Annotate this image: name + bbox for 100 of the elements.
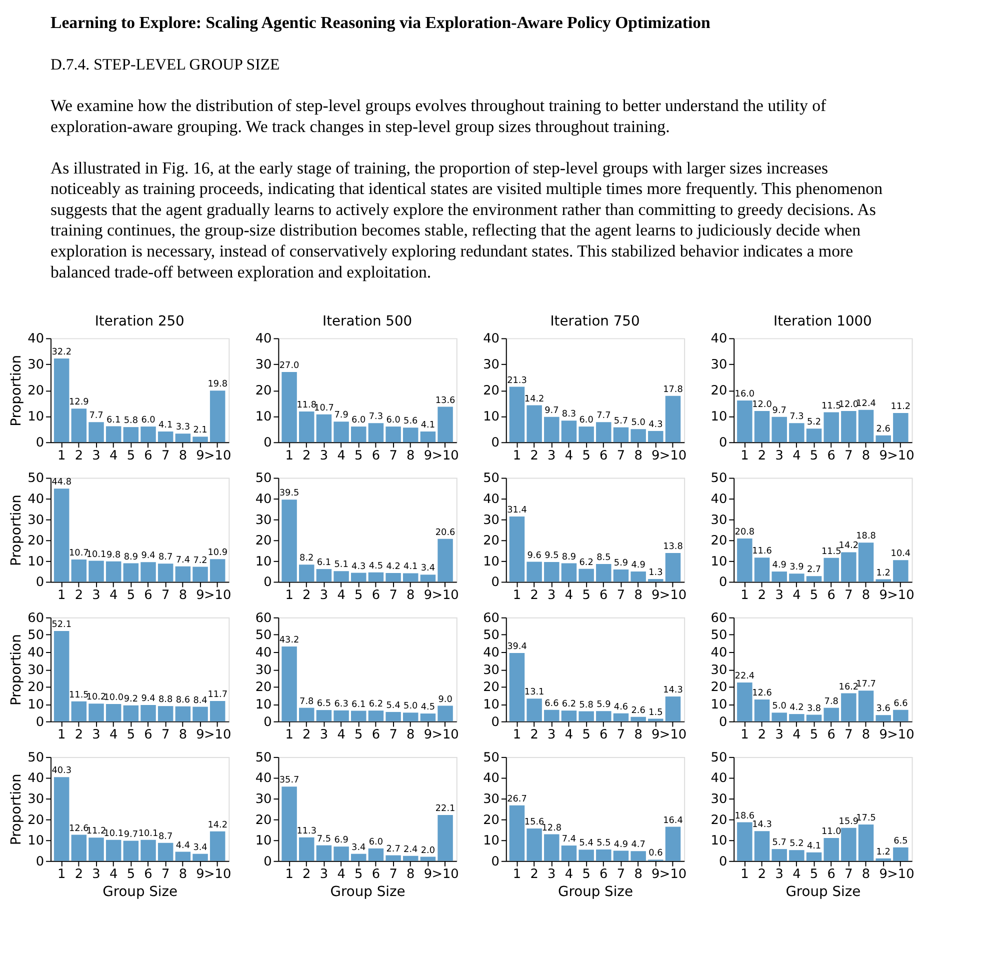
data-label: 12.6 [752, 688, 772, 699]
bar [841, 828, 856, 861]
y-tick-label: 20 [28, 534, 44, 549]
bar [772, 416, 787, 442]
x-tick-label: 8 [406, 867, 415, 882]
y-tick-label: 30 [255, 358, 272, 373]
x-tick-label: 2 [302, 728, 311, 743]
x-tick-label: 4 [564, 588, 574, 604]
x-tick-label: 8 [634, 588, 642, 604]
data-label: 3.3 [176, 422, 190, 433]
bar [561, 563, 577, 582]
data-label: 10.1 [138, 828, 158, 839]
y-tick-label: 0 [491, 714, 500, 730]
bar [140, 840, 156, 861]
x-tick-label: 9 [879, 588, 888, 604]
data-label: 1.3 [648, 568, 663, 578]
x-tick-label: 1 [57, 448, 66, 464]
x-tick-label: 5 [126, 448, 136, 464]
x-tick-label: 3 [320, 588, 328, 604]
x-tick-label: 1 [57, 588, 66, 604]
bar [71, 559, 87, 582]
data-label: 13.8 [663, 542, 684, 552]
y-tick-label: 60 [255, 610, 272, 626]
y-tick-label: 30 [255, 792, 272, 807]
bar [578, 568, 594, 582]
data-label: 8.9 [124, 552, 138, 562]
bar [841, 410, 856, 442]
x-tick-label: 9 [196, 867, 204, 882]
y-tick-label: 0 [36, 714, 44, 730]
x-tick-label: 2 [74, 588, 84, 604]
x-tick-label: 1 [740, 588, 749, 604]
data-label: 9.5 [544, 551, 559, 562]
bar [858, 542, 874, 582]
data-label: 4.5 [420, 702, 436, 713]
x-tick-label: 9 [879, 448, 888, 464]
x-tick-label: 7 [389, 728, 398, 743]
bar [334, 846, 349, 861]
data-label: 7.5 [316, 834, 332, 844]
bar [824, 838, 839, 861]
y-tick-label: 40 [255, 492, 272, 508]
bar [210, 390, 226, 442]
bar [665, 396, 681, 442]
y-tick-label: 40 [710, 645, 728, 660]
data-label: 10.2 [86, 692, 106, 703]
x-tick-label: 7 [161, 867, 170, 882]
x-tick-label: 3 [775, 588, 784, 604]
text: As illustrated in Fig. 16, at the early stage of training, the proportion of step-level groups with larger sizes increases noticeably as training proceeds, indicating that identical states are visited multiple times more frequently. This phenomenon suggests that the agent gradually learns to actively explore the environment rather than committing to greedy decisions. As training continues, the group-size distribution becomes stable, reflecting that the agent learns to judiciously decide when exploration is necessary, instead of conservatively exploring redundant states. This stabilized behavior indicates a more balanced trade-off between exploration and exploitation. [50, 158, 884, 282]
bar [772, 572, 787, 582]
data-label: 12.4 [856, 398, 876, 409]
bar [368, 848, 384, 861]
bar [858, 824, 874, 861]
bar [893, 710, 908, 722]
bar [282, 500, 297, 582]
bar [158, 706, 174, 722]
data-label: 5.0 [772, 702, 787, 712]
data-label: 6.3 [334, 699, 348, 710]
x-tick-label: 2 [758, 728, 766, 743]
x-tick-label: 3 [548, 448, 556, 464]
data-label: 6.6 [544, 698, 560, 709]
y-tick-label: 20 [483, 384, 500, 399]
y-tick-label: 40 [255, 332, 272, 347]
x-tick-label: >10 [887, 588, 914, 604]
data-label: 5.7 [772, 838, 786, 848]
x-tick-label: 8 [178, 588, 188, 604]
data-label: 6.0 [386, 416, 401, 426]
data-label: 6.1 [352, 700, 366, 710]
bar [893, 560, 908, 582]
data-label: 6.1 [106, 415, 121, 426]
y-tick-label: 10 [483, 697, 500, 712]
text: Learning to Explore: Scaling Agentic Reasoning via Exploration-Aware Policy Optimization [50, 12, 712, 32]
data-label: 6.5 [894, 836, 908, 846]
y-tick-label: 20 [483, 680, 500, 696]
data-label: 5.8 [124, 416, 138, 426]
y-tick-label: 20 [28, 812, 44, 828]
chart-title: Iteration 750 [550, 313, 640, 330]
x-tick-label: 1 [512, 728, 522, 743]
data-label: 6.2 [562, 700, 576, 710]
bar [210, 831, 226, 861]
bar [613, 427, 629, 442]
y-tick-label: 10 [28, 410, 44, 425]
x-tick-label: 7 [389, 867, 398, 882]
y-tick-label: 0 [264, 575, 272, 590]
data-label: 22.4 [734, 672, 755, 682]
bar [386, 712, 401, 722]
y-tick-label: 40 [28, 771, 44, 786]
data-label: 5.0 [404, 702, 418, 712]
y-tick-label: 20 [255, 812, 272, 828]
bar [561, 846, 577, 861]
x-tick-label: 9 [424, 588, 432, 604]
y-tick-label: 50 [255, 750, 272, 766]
bar [630, 429, 646, 442]
bar [648, 718, 664, 722]
y-tick-label: 20 [710, 680, 728, 696]
x-tick-label: 5 [582, 588, 590, 604]
data-label: 5.9 [596, 700, 612, 710]
data-label: 6.6 [894, 698, 908, 709]
bar [106, 840, 122, 861]
data-label: 2.4 [404, 844, 418, 855]
x-tick-label: 9 [652, 867, 660, 882]
data-label: 5.2 [790, 839, 804, 850]
